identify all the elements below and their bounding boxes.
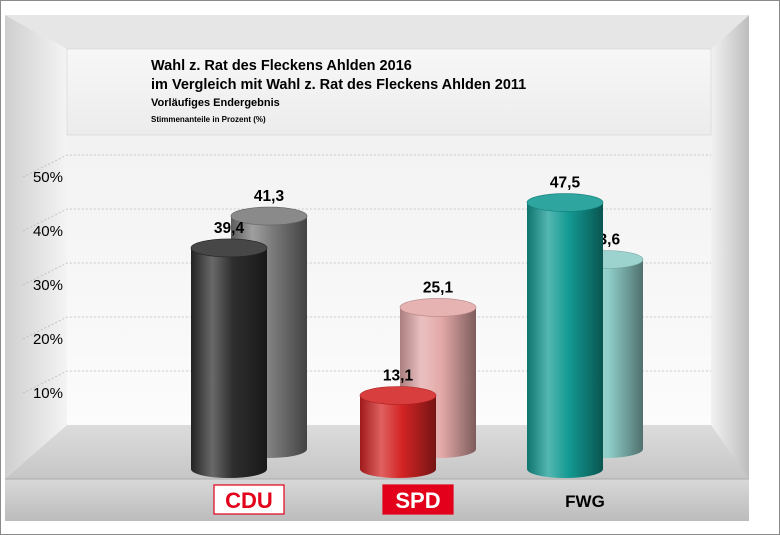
bar-top (526, 193, 604, 212)
bar-body (360, 395, 436, 478)
chart-left-wall (5, 15, 67, 485)
chart-subtitle: im Vergleich mit Wahl z. Rat des Flecken… (151, 77, 526, 93)
grid-line (22, 370, 711, 394)
party-badge (382, 484, 454, 515)
bar-body (191, 247, 267, 478)
y-tick-label: 20% (33, 331, 63, 348)
data-label: 39,4 (214, 220, 245, 237)
bars: 41,325,133,639,413,147,5 (190, 175, 644, 478)
y-axis-ticks: 10% 20% 30% 40% 50% (33, 169, 63, 402)
bar-top (190, 238, 268, 258)
title-panel (66, 48, 712, 136)
grid-line (22, 154, 711, 178)
data-label: 41,3 (254, 188, 285, 205)
chart-top-wall (5, 15, 749, 49)
bar: 39,4 (190, 220, 268, 478)
bar: 47,5 (526, 175, 604, 478)
x-tick-label: SPD (395, 488, 440, 513)
x-axis-labels: CDU SPD FWG (213, 484, 605, 515)
chart-note-unit: Stimmenanteile in Prozent (%) (151, 115, 266, 124)
bar-body (527, 202, 603, 478)
grid-line (22, 208, 711, 232)
y-tick-label: 30% (33, 277, 63, 294)
chart-title: Wahl z. Rat des Fleckens Ahlden 2016 (151, 58, 412, 74)
chart-note-result: Vorläufiges Endergebnis (151, 97, 280, 109)
chart-right-wall (711, 15, 749, 485)
bar-top (359, 386, 437, 405)
grid-lines (22, 154, 711, 394)
data-label: 47,5 (550, 175, 581, 192)
party-badge (213, 484, 285, 515)
x-tick-label-cdu: CDU (213, 484, 285, 515)
data-label: 13,1 (383, 368, 414, 385)
grid-line (22, 262, 711, 286)
x-tick-label: CDU (225, 488, 273, 513)
y-tick-label: 50% (33, 169, 63, 186)
bar: 13,1 (359, 368, 437, 478)
y-tick-label: 40% (33, 223, 63, 240)
x-tick-label-fwg: FWG (565, 492, 605, 511)
bar-top (230, 206, 308, 226)
x-tick-label-spd: SPD (382, 484, 454, 515)
y-tick-label: 10% (33, 385, 63, 402)
bar-top (399, 298, 477, 317)
x-tick-label: FWG (565, 492, 605, 511)
chart-base (5, 479, 749, 521)
data-label: 25,1 (423, 279, 454, 296)
grid-line (22, 316, 711, 340)
